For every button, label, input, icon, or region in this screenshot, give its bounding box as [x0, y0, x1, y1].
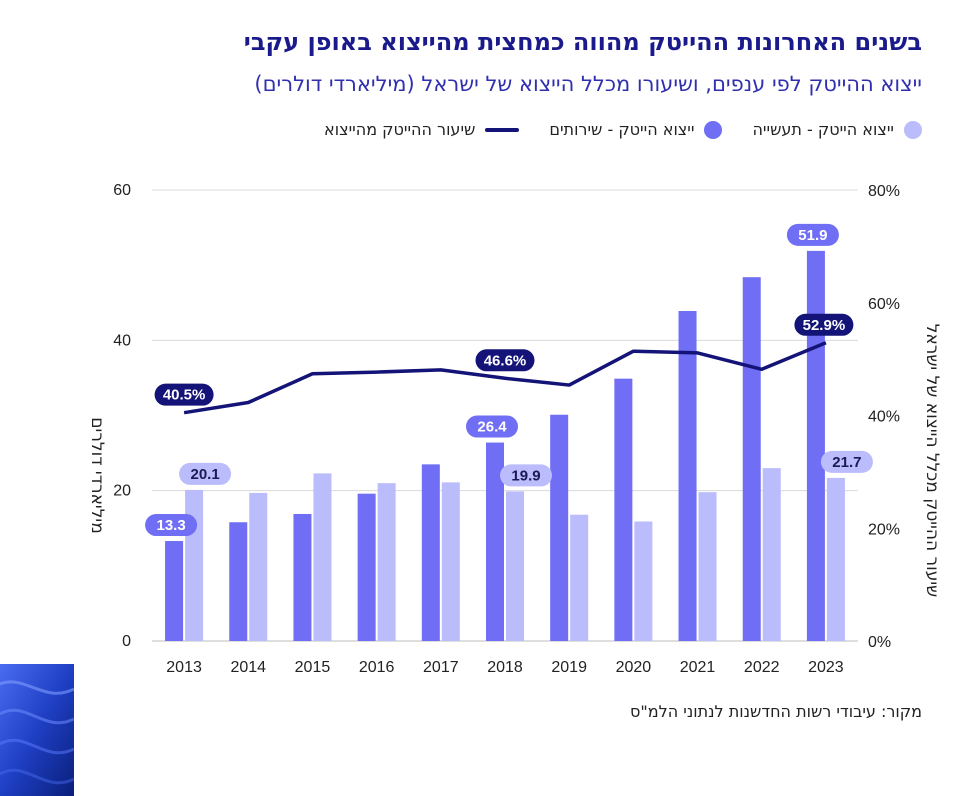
y-tick-label: 20: [113, 483, 131, 500]
bar-industry: [570, 514, 589, 641]
data-label-industry-bg: [820, 450, 873, 473]
data-label-services-bg: [145, 514, 198, 537]
x-tick-label: 2022: [744, 659, 780, 676]
bar-services: [742, 277, 761, 641]
x-tick-label: 2021: [680, 659, 716, 676]
bar-services: [486, 442, 504, 641]
x-tick-label: 2019: [551, 659, 587, 676]
bar-industry: [634, 521, 653, 641]
data-label-services-bg: [466, 415, 518, 438]
bar-services: [165, 541, 184, 641]
legend-swatch-services: [704, 120, 723, 139]
decorative-wave-graphic: [0, 664, 74, 796]
bar-industry: [441, 482, 460, 641]
x-tick-label: 2016: [359, 659, 395, 676]
bar-services: [678, 311, 697, 641]
legend-item-services: ייצוא הייטק - שירותים: [549, 120, 723, 139]
y2-tick-label: 40%: [868, 409, 900, 426]
bar-services: [293, 513, 312, 641]
chart-legend: ייצוא הייטק - תעשייה ייצוא הייטק - שירות…: [324, 120, 922, 139]
y-tick-label: 0: [122, 633, 131, 650]
data-label-share-bg: [154, 383, 214, 406]
bar-industry: [377, 483, 396, 641]
y2-tick-label: 60%: [868, 296, 900, 313]
y-tick-label: 60: [113, 182, 131, 199]
data-label-share: 40.5%: [163, 387, 206, 404]
data-label-services: 26.4: [477, 419, 507, 436]
legend-label-services: ייצוא הייטק - שירותים: [549, 120, 695, 139]
x-tick-label: 2023: [808, 659, 844, 676]
bar-industry: [249, 492, 268, 641]
data-label-services: 51.9: [798, 227, 827, 244]
x-tick-label: 2015: [295, 659, 331, 676]
chart-title: בשנים האחרונות ההייטק מהווה כמחצית מהייצ…: [243, 28, 922, 56]
data-label-share: 46.6%: [484, 352, 527, 369]
x-tick-label: 2013: [166, 659, 202, 676]
data-label-industry-bg: [179, 462, 232, 485]
y2-tick-label: 80%: [868, 183, 900, 200]
bar-industry: [698, 492, 717, 641]
source-note: מקור: עיבודי רשות החדשנות לנתוני הלמ"ס: [630, 702, 922, 721]
y-axis-title: מיליארדי דולרים: [87, 417, 107, 534]
data-label-share-bg: [475, 349, 535, 372]
bar-industry: [762, 468, 781, 641]
bar-industry: [313, 473, 332, 641]
y2-tick-label: 20%: [868, 521, 900, 538]
data-label-industry: 20.1: [190, 466, 219, 483]
legend-label-industry: ייצוא הייטק - תעשייה: [752, 120, 894, 139]
legend-label-share: שיעור ההייטק מהייצוא: [324, 120, 476, 139]
legend-swatch-share: [485, 127, 520, 132]
x-tick-label: 2017: [423, 659, 459, 676]
bar-services: [229, 522, 248, 641]
x-tick-label: 2020: [616, 659, 652, 676]
bar-industry: [185, 489, 204, 641]
bar-services: [357, 493, 376, 641]
legend-item-share: שיעור ההייטק מהייצוא: [324, 120, 520, 139]
legend-item-industry: ייצוא הייטק - תעשייה: [752, 120, 922, 139]
y2-tick-label: 0%: [868, 634, 891, 651]
legend-swatch-industry: [904, 120, 922, 139]
bar-industry: [826, 477, 845, 641]
line-share-series: [183, 341, 827, 415]
y2-axis-title: שיעור ההייטק מכלל הייצוא של ישראל: [922, 324, 942, 597]
bar-services: [806, 250, 825, 641]
bar-services: [421, 464, 440, 641]
data-label-share: 52.9%: [803, 317, 846, 334]
chart-subtitle: ייצוא ההייטק לפי ענפים, ושיעורו מכלל היי…: [254, 72, 922, 96]
bar-services: [614, 378, 633, 641]
y-tick-label: 40: [113, 332, 131, 349]
bar-industry: [506, 491, 524, 641]
data-label-industry: 21.7: [832, 454, 861, 471]
data-label-share-bg: [794, 313, 854, 336]
data-label-industry: 19.9: [511, 467, 540, 484]
data-label-services-bg: [786, 223, 839, 246]
data-label-industry-bg: [500, 464, 552, 487]
data-label-services: 13.3: [156, 517, 185, 534]
x-tick-label: 2018: [487, 659, 523, 676]
bar-services: [550, 414, 569, 641]
x-tick-label: 2014: [230, 659, 266, 676]
chart-plot: 13.320.140.5%26.419.946.6%51.921.752.9% …: [87, 182, 942, 676]
